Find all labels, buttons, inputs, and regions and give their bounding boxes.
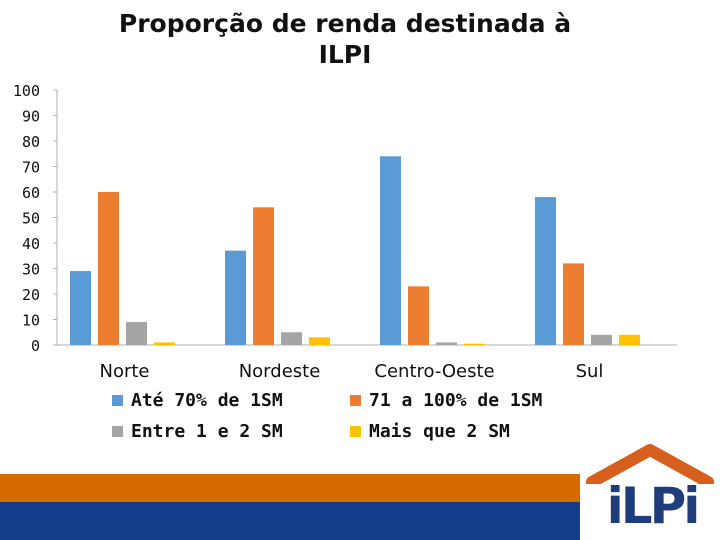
legend-label-series-1: Até 70% de 1SM — [131, 390, 283, 411]
ilpi-logo: iLPi — [580, 444, 720, 540]
chart-title: Proporção de renda destinada à ILPI — [60, 8, 630, 70]
y-tick-label: 20 — [22, 286, 40, 304]
legend-item-series-1: Até 70% de 1SM — [112, 390, 283, 411]
legend-swatch-series-1 — [112, 395, 123, 406]
y-tick-label: 30 — [22, 261, 40, 279]
y-tick-label: 10 — [22, 312, 40, 330]
chart-title-line-2: ILPI — [318, 40, 372, 69]
bar-nordeste-series-3 — [281, 332, 302, 345]
y-tick-label: 90 — [22, 108, 40, 126]
y-tick-label: 100 — [13, 82, 40, 100]
bar-norte-series-2 — [98, 192, 119, 345]
legend-swatch-series-2 — [350, 395, 361, 406]
x-tick-label: Nordeste — [239, 361, 321, 382]
bar-sul-series-2 — [563, 263, 584, 345]
chart-title-line-1: Proporção de renda destinada à — [118, 9, 572, 38]
legend-label-series-2: 71 a 100% de 1SM — [369, 390, 543, 411]
legend-item-series-4: Mais que 2 SM — [350, 421, 510, 442]
bar-sul-series-3 — [591, 334, 612, 345]
y-tick-label: 60 — [22, 184, 40, 202]
bar-norte-series-3 — [126, 322, 147, 345]
y-tick-label: 50 — [22, 210, 40, 228]
bar-nordeste-series-4 — [309, 337, 330, 345]
bar-norte-series-4 — [154, 342, 175, 345]
legend-swatch-series-4 — [350, 426, 361, 437]
bar-chart: 0 10 20 30 40 50 60 70 80 90 100 Norte Nordeste Centr… — [13, 82, 677, 382]
bar-centro-oeste-series-1 — [380, 156, 401, 345]
y-tick-label: 0 — [31, 337, 40, 355]
bar-centro-oeste-series-4 — [464, 343, 485, 345]
bar-nordeste-series-2 — [253, 207, 274, 345]
x-tick-label: Norte — [99, 361, 149, 382]
bar-centro-oeste-series-2 — [408, 286, 429, 345]
legend-item-series-3: Entre 1 e 2 SM — [112, 421, 283, 442]
bar-nordeste-series-1 — [225, 250, 246, 345]
bar-sul-series-4 — [619, 334, 640, 345]
bar-norte-series-1 — [70, 271, 91, 345]
y-tick-label: 70 — [22, 159, 40, 177]
y-tick-label: 40 — [22, 235, 40, 253]
logo-roof-icon — [586, 444, 714, 484]
legend-label-series-3: Entre 1 e 2 SM — [131, 421, 283, 442]
x-tick-label: Centro-Oeste — [374, 361, 494, 382]
x-tick-label: Sul — [576, 361, 604, 382]
y-tick-label: 80 — [22, 133, 40, 151]
legend-label-series-4: Mais que 2 SM — [369, 421, 510, 442]
legend-swatch-series-3 — [112, 426, 123, 437]
bar-centro-oeste-series-3 — [436, 342, 457, 345]
logo-text: iLPi — [606, 477, 701, 535]
bar-sul-series-1 — [535, 197, 556, 345]
legend-item-series-2: 71 a 100% de 1SM — [350, 390, 542, 411]
